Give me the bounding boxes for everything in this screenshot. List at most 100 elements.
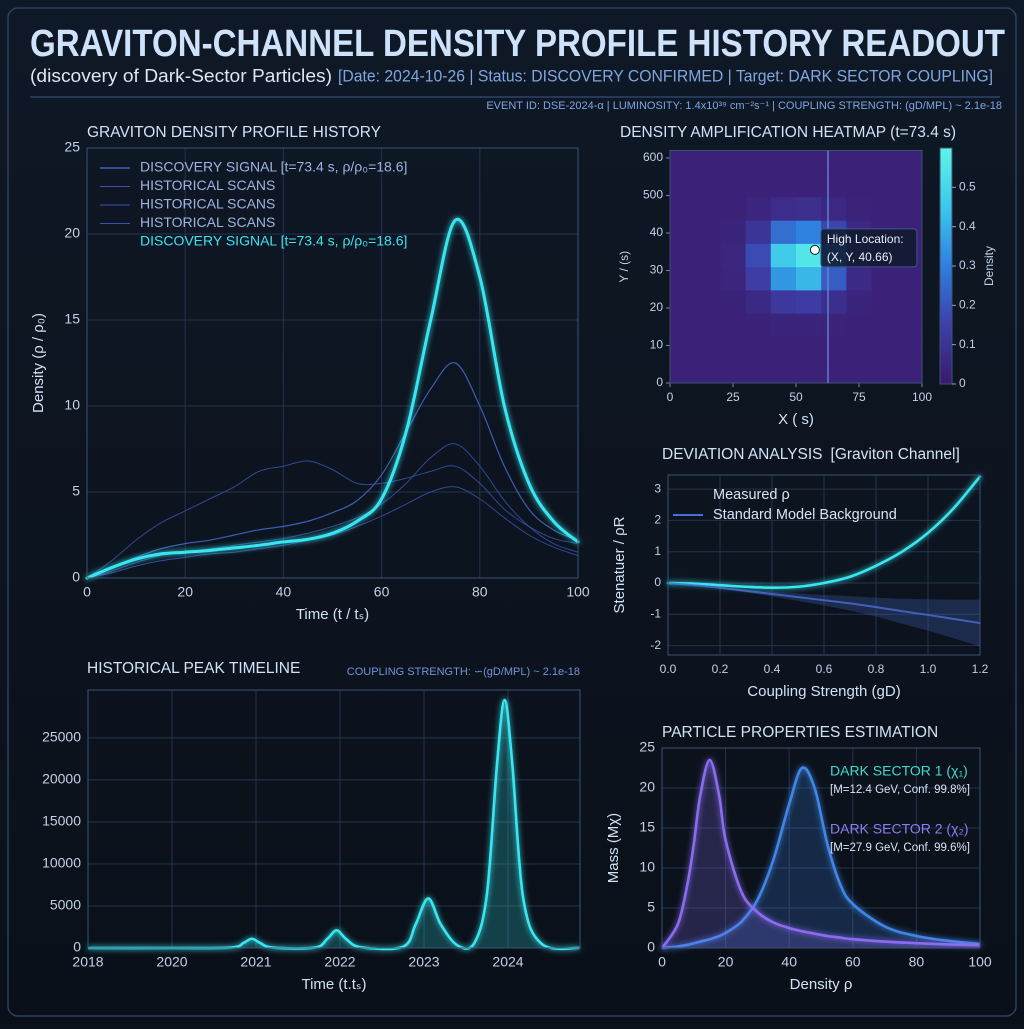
y-tick-label: 25 [64,139,80,155]
x-tick-label: 100 [912,390,932,404]
page-subtitle: (discovery of Dark-Sector Particles) [30,66,332,86]
annotation-box [820,228,918,268]
y-tick-label: 2 [654,513,661,527]
heat-cell [720,173,746,198]
heat-cell [720,290,746,314]
series-line [661,766,981,950]
plot-frame [669,150,923,384]
page-title: GRAVITON-CHANNEL DENSITY PROFILE HISTORY… [30,23,1005,65]
x-axis-label: Coupling Strength (gD) [747,683,900,700]
heat-cell [846,197,872,221]
series-line [86,486,579,579]
heat-cell [745,197,772,221]
heat-cell [896,266,923,291]
heat-cell [896,313,923,337]
heat-cell [871,173,898,198]
plot-frame [661,747,981,949]
y-tick-label: 25 [639,739,655,755]
heat-cell [821,150,847,175]
y-tick-label: 0 [656,375,663,389]
heat-cell [670,266,696,291]
error-band [668,583,980,647]
heat-cell [770,150,797,175]
y-tick-label: 20 [639,779,655,795]
x-axis-label: Time (t / tₛ) [296,606,369,623]
x-tick-label: 0.8 [868,662,885,676]
x-tick-label: 20 [718,954,734,970]
y-tick-label: 0 [72,569,80,585]
x-axis-label: X ( s) [778,411,814,428]
colorbar-label: Density [982,246,996,286]
heat-cell [770,173,797,198]
annotation-text: (X, Y, 40.66) [827,250,893,264]
x-tick-label: 0 [83,584,91,600]
y-tick-label: 10 [64,397,80,413]
heat-cell [871,266,898,291]
heat-cell [796,290,822,314]
heat-cell [846,150,872,175]
heat-cell [846,266,872,291]
event-line: EVENT ID: DSE-2024-α | LUMINOSITY: 1.4x1… [486,100,1002,112]
x-tick-label: 60 [845,954,861,970]
y-axis-label: Y / (s) [617,251,631,283]
x-tick-label: 100 [566,584,590,600]
area-fill [662,767,980,948]
legend-label: Measured ρ [713,487,790,503]
legend-label: HISTORICAL SCANS [140,177,275,193]
colorbar-tick-label: 0.4 [959,219,976,233]
heat-cell [846,313,872,337]
heat-cell [846,359,872,384]
y-tick-label: 20 [650,300,664,314]
heat-cell [670,220,696,244]
series-line [87,698,580,951]
heat-cell [846,173,872,198]
heat-cell [670,243,696,268]
heat-cell [720,313,746,337]
area-fill [662,760,980,948]
heat-cell [695,150,721,175]
legend-label: DISCOVERY SIGNAL [t=73.4 s, ρ/ρ₀=18.6] [140,159,407,175]
y-tick-label: 5000 [50,897,81,913]
heat-cell [695,359,721,384]
y-tick-label: 15000 [42,813,81,829]
x-tick-label: 2018 [72,954,103,970]
heat-cell [745,173,772,198]
x-tick-label: 0 [667,390,674,404]
y-tick-label: 15 [639,819,655,835]
y-tick-label: 25000 [42,729,81,745]
heat-cell [770,243,797,268]
heat-cell [770,313,797,337]
heat-cell [896,150,923,175]
x-tick-label: 0 [658,954,666,970]
y-tick-label: 3 [654,481,661,495]
heat-cell [695,266,721,291]
heat-cell [796,150,822,175]
colorbar-tick-label: 0.1 [959,337,976,351]
heat-cell [796,359,822,384]
annotation-text: High Location: [827,232,904,246]
colorbar-tick-label: 0.5 [959,180,976,194]
heat-cell [670,359,696,384]
x-tick-label: 1.2 [972,662,989,676]
y-tick-label: 5 [647,899,655,915]
colorbar-tick-label: 0 [959,376,966,390]
heat-cell [796,266,822,291]
x-tick-label: 0.0 [660,662,677,676]
heat-cell [896,290,923,314]
series-line [660,758,981,949]
legend-label: DARK SECTOR 2 (χ₂) [830,821,969,837]
x-tick-label: 1.0 [920,662,937,676]
colorbar-tick-label: 0.3 [959,258,976,272]
panel-title: DENSITY AMPLIFICATION HEATMAP (t=73.4 s) [620,124,956,141]
y-tick-label: 0 [647,939,655,955]
heat-cell [770,359,797,384]
heat-cell [796,197,822,221]
heat-cell [871,197,898,221]
y-tick-label: 5 [72,483,80,499]
y-tick-label: 15 [64,311,80,327]
heat-cell [670,150,696,175]
x-tick-label: 2024 [492,954,523,970]
y-tick-label: 20000 [42,771,81,787]
series-line [86,362,579,579]
x-tick-label: 40 [276,584,292,600]
